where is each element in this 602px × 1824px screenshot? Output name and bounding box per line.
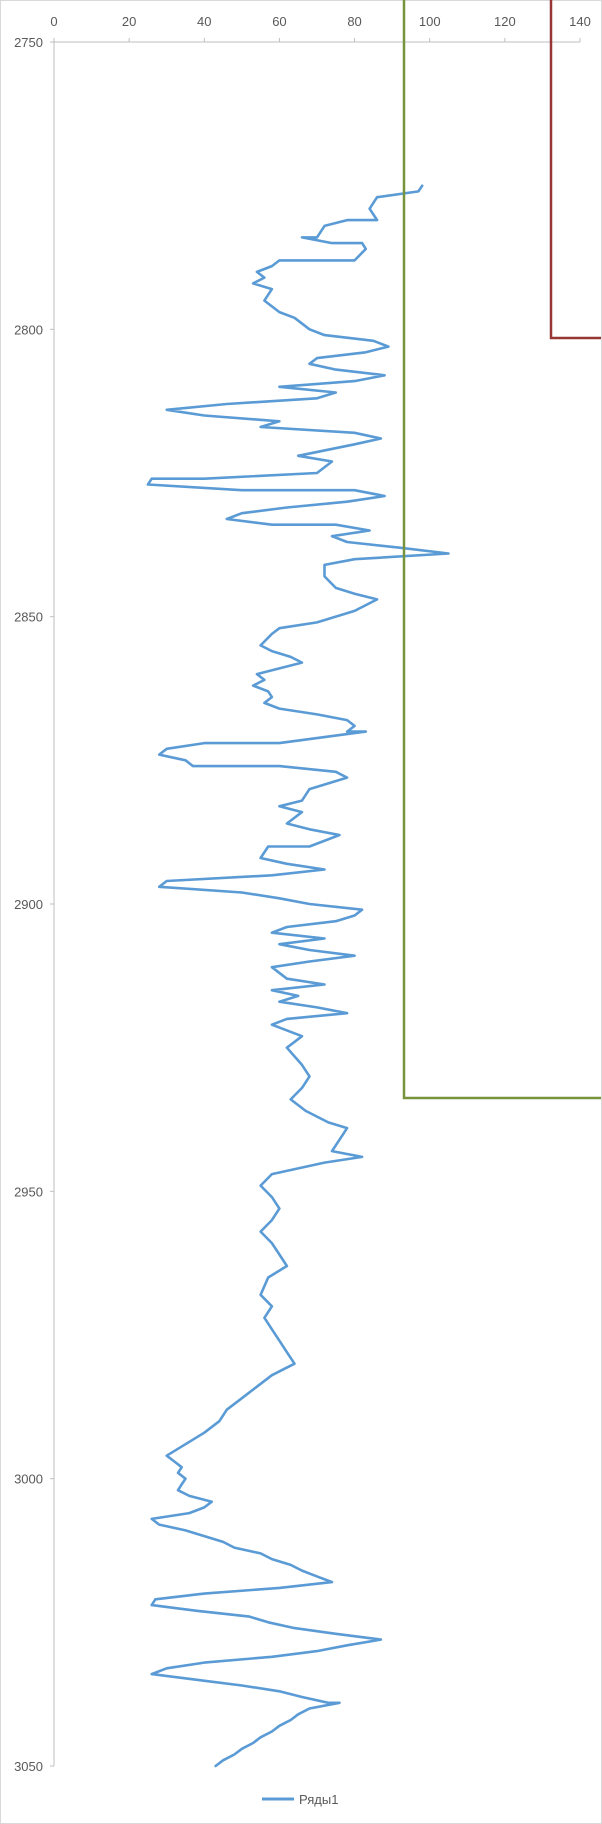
y-tick-label: 3050 xyxy=(14,1759,43,1774)
x-tick-label: 0 xyxy=(50,14,57,29)
x-tick-label: 80 xyxy=(347,14,361,29)
y-tick-label: 3000 xyxy=(14,1472,43,1487)
y-tick-label: 2750 xyxy=(14,35,43,50)
x-tick-label: 100 xyxy=(419,14,441,29)
x-tick-label: 140 xyxy=(569,14,591,29)
y-tick-label: 2950 xyxy=(14,1184,43,1199)
series-line xyxy=(146,184,450,1768)
x-tick-label: 60 xyxy=(272,14,286,29)
y-tick-label: 2800 xyxy=(14,322,43,337)
legend-label: Ряды1 xyxy=(299,1792,338,1807)
legend: Ряды1 xyxy=(262,1792,338,1807)
y-tick-label: 2850 xyxy=(14,610,43,625)
red-highlight-box xyxy=(549,0,601,340)
x-tick-label: 40 xyxy=(197,14,211,29)
y-tick-label: 2900 xyxy=(14,897,43,912)
x-tick-label: 20 xyxy=(122,14,136,29)
green-highlight-box xyxy=(402,0,601,1100)
axes: 0 20 40 60 80 100 120 140 2750 2800 2850 2900 2950 30… xyxy=(14,14,591,1774)
x-tick-label: 120 xyxy=(494,14,516,29)
series-layer xyxy=(146,184,450,1768)
annotation-layer xyxy=(402,0,601,1100)
